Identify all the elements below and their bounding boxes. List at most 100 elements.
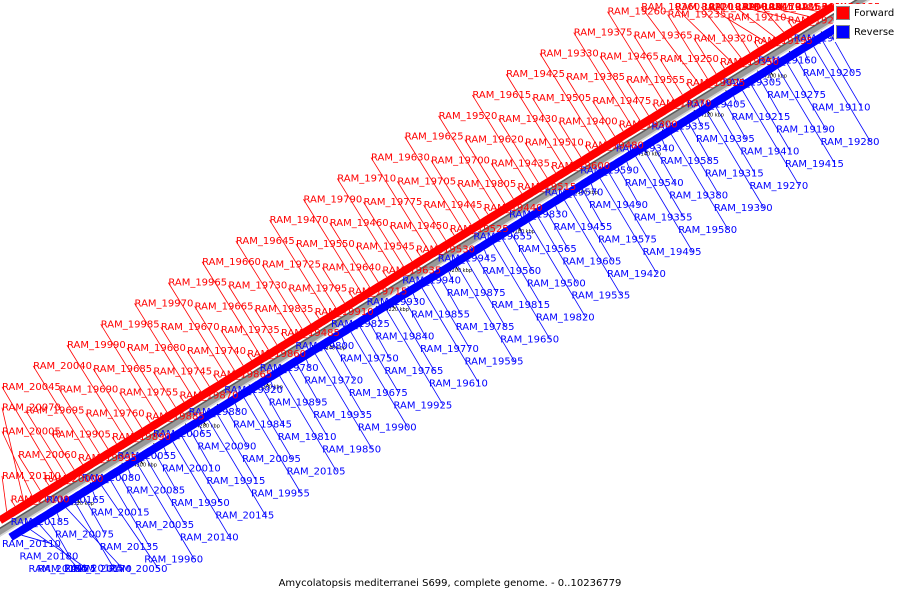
leader-line <box>674 6 734 64</box>
gene-label-rev: RAM_19800 <box>295 341 354 352</box>
leader-line <box>243 397 302 494</box>
gene-label-rev: RAM_19595 <box>465 357 524 368</box>
leader-line <box>777 68 836 165</box>
gene-label-fwd: RAM_19425 <box>506 69 565 80</box>
gene-label-fwd: RAM_19600 <box>551 161 610 172</box>
leader-line <box>742 90 800 187</box>
legend: Forward Reverse <box>834 4 900 42</box>
legend-reverse-label: Reverse <box>854 26 895 38</box>
leader-line <box>715 106 756 174</box>
leader-line <box>599 56 641 121</box>
leader-line <box>39 523 79 570</box>
gene-label-rev: RAM_20090 <box>198 441 257 452</box>
leader-line <box>555 205 560 215</box>
gene-label-fwd: RAM_19145 <box>795 2 854 13</box>
leader-line <box>753 40 759 49</box>
gene-label-rev: RAM_19675 <box>349 388 408 399</box>
leader-line <box>261 386 284 425</box>
leader-line <box>336 178 396 273</box>
gene-label-rev: RAM_19340 <box>616 144 675 155</box>
gene-features <box>0 2 846 541</box>
gene-label-rev: RAM_19825 <box>331 319 390 330</box>
gene-label-rev: RAM_20010 <box>162 463 221 474</box>
gene-label-fwd: RAM_19220 <box>675 2 734 13</box>
leader-line <box>295 243 337 309</box>
gene-label-fwd: RAM_19755 <box>120 388 179 399</box>
leader-line <box>190 430 213 469</box>
leader-line <box>466 260 507 328</box>
leader-line <box>490 163 514 200</box>
gene-label-rev: RAM_19565 <box>518 244 577 255</box>
leader-line <box>51 434 75 471</box>
leader-line <box>537 216 578 284</box>
gene-label-rev: RAM_20145 <box>215 510 274 521</box>
gene-label-fwd: RAM_19170 <box>743 2 802 13</box>
leader-line <box>329 222 371 288</box>
gene-label-fwd: RAM_19300 <box>619 120 678 131</box>
gene-label-fwd: RAM_19290 <box>709 2 768 13</box>
gene-label-fwd: RAM_19860 <box>247 349 306 360</box>
gene-label-fwd: RAM_19550 <box>296 239 355 250</box>
leader-line <box>625 79 649 116</box>
leader-line <box>85 413 109 450</box>
gene-label-fwd: RAM_19885 <box>146 411 205 422</box>
gene-label-fwd: RAM_20000 <box>45 474 104 485</box>
leader-line <box>136 463 195 560</box>
leader-line <box>524 142 548 179</box>
leader-line <box>822 40 863 108</box>
leader-line <box>314 353 373 450</box>
gene-label-rev: RAM_19880 <box>189 407 248 418</box>
gene-label-rev: RAM_19410 <box>741 147 800 158</box>
leader-line <box>186 350 210 387</box>
gene-label-rev: RAM_19920 <box>224 385 283 396</box>
leader-line <box>693 38 717 75</box>
gene-label-rev: RAM_19810 <box>278 432 337 443</box>
gene-label-fwd: RAM_19660 <box>202 257 261 268</box>
gene-label-fwd: RAM_19515 <box>517 182 576 193</box>
reverse-swatch <box>836 25 850 39</box>
leader-line <box>688 123 711 162</box>
gene-label-rev: RAM_20095 <box>242 454 301 465</box>
leader-line <box>795 57 818 96</box>
leader-line <box>220 329 244 366</box>
gene-label-rev: RAM_19900 <box>358 422 417 433</box>
gene-label-rev: RAM_19915 <box>207 476 266 487</box>
leader-line <box>697 117 702 127</box>
leader-line <box>662 139 667 149</box>
gene-label-rev: RAM_19215 <box>732 112 791 123</box>
leader-line <box>633 35 675 101</box>
gene-label-rev: RAM_19815 <box>491 300 550 311</box>
leader-line <box>659 58 683 95</box>
leader-line <box>719 61 725 69</box>
leader-line <box>439 276 462 315</box>
leader-line <box>382 270 388 278</box>
gene-label-rev: RAM_19495 <box>643 247 702 258</box>
gene-label-rev: RAM_19315 <box>705 168 764 179</box>
gene-label-rev: RAM_19575 <box>598 234 657 245</box>
leader-line <box>396 181 438 247</box>
leader-line <box>363 201 404 267</box>
leader-line <box>110 480 151 547</box>
leader-line <box>686 82 692 90</box>
gene-label-fwd: RAM_19835 <box>255 304 314 315</box>
leader-line <box>539 53 599 148</box>
gene-label-fwd: RAM_19165 <box>769 2 828 13</box>
gene-label-rev: RAM_19305 <box>723 78 782 89</box>
gene-label-fwd: RAM_19195 <box>754 36 813 47</box>
gene-label-rev: RAM_19585 <box>660 156 719 167</box>
gene-label-rev: RAM_19540 <box>625 178 684 189</box>
gene-label-rev: RAM_20075 <box>55 529 114 540</box>
gene-label-fwd: RAM_19630 <box>371 153 430 164</box>
gene-label-rev: RAM_20055 <box>117 451 176 462</box>
gene-label-fwd: RAM_19185 <box>761 2 820 13</box>
leader-line <box>74 502 115 569</box>
leader-line <box>742 6 801 23</box>
gene-label-fwd: RAM_19480 <box>585 140 644 151</box>
leader-line <box>1 386 58 481</box>
leader-line <box>786 62 827 130</box>
leader-line <box>640 6 700 85</box>
gene-labels: RAM_19285RAM_19205RAM_19110RAM_19280RAM_… <box>2 2 880 575</box>
leader-line <box>395 304 435 372</box>
scale-label: 4140 kbp <box>637 151 661 157</box>
leader-line <box>626 161 631 171</box>
